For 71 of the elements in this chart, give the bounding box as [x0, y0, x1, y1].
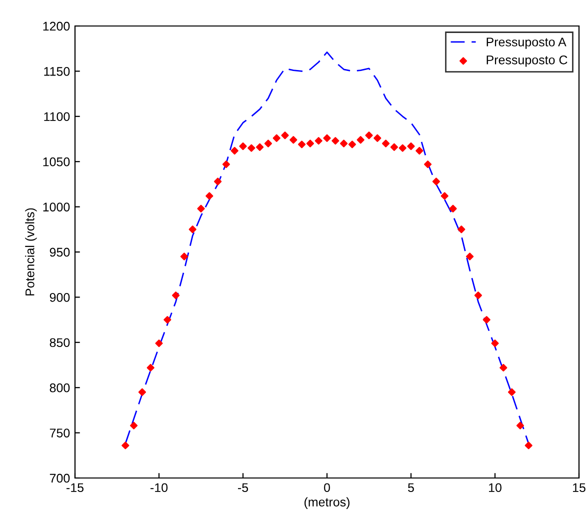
point — [398, 144, 406, 152]
y-tick-label: 750 — [50, 428, 70, 438]
y-axis-title: Potencial (volts) — [25, 208, 37, 296]
point — [214, 178, 222, 186]
point — [256, 143, 264, 151]
point — [206, 192, 214, 200]
point — [172, 292, 180, 300]
point — [164, 316, 172, 324]
y-tick-label: 800 — [50, 383, 70, 392]
point — [248, 144, 256, 152]
point — [424, 160, 432, 168]
y-tick-label: 900 — [50, 293, 70, 302]
point — [500, 364, 508, 372]
point — [416, 146, 424, 155]
point — [466, 252, 474, 260]
point — [516, 422, 524, 430]
point — [180, 252, 188, 260]
point — [239, 142, 247, 150]
point — [382, 140, 390, 148]
point — [440, 192, 448, 200]
point — [491, 340, 499, 348]
y-tick-label: 950 — [50, 248, 70, 257]
point — [458, 226, 466, 234]
point — [306, 140, 314, 148]
y-tick-label: 1200 — [43, 22, 70, 31]
point — [188, 226, 196, 234]
point — [264, 140, 272, 148]
y-tick-label: 1050 — [43, 157, 70, 166]
point — [508, 388, 516, 396]
point — [524, 442, 532, 450]
legend-label: Pressuposto C — [486, 55, 568, 67]
point — [356, 136, 364, 144]
point — [332, 137, 340, 145]
x-tick-label: -10 — [150, 483, 168, 492]
point — [314, 137, 322, 145]
point — [130, 422, 138, 430]
y-tick-label: 1100 — [44, 112, 70, 122]
point — [298, 140, 306, 148]
x-tick-label: -5 — [238, 483, 248, 492]
point — [138, 388, 146, 396]
x-tick-label: 15 — [573, 483, 586, 492]
point — [272, 134, 280, 142]
point — [222, 160, 230, 168]
x-axis-title: (metros) — [304, 497, 350, 509]
x-tick-label: -15 — [66, 483, 84, 492]
y-tick-label: 1000 — [43, 202, 70, 212]
legend-label: Pressuposto A — [486, 38, 566, 49]
point — [230, 146, 238, 155]
point — [482, 316, 490, 324]
point — [122, 442, 130, 450]
y-tick-label: 850 — [50, 338, 70, 348]
x-tick-label: 5 — [408, 483, 414, 492]
point — [323, 134, 331, 142]
point — [449, 204, 457, 212]
point — [432, 178, 440, 186]
x-tick-label: 0 — [324, 483, 330, 492]
point — [390, 143, 398, 151]
point — [197, 204, 205, 212]
point — [374, 134, 382, 142]
x-tick-label: 10 — [489, 483, 502, 492]
point — [407, 142, 415, 150]
point — [348, 140, 356, 148]
y-tick-label: 1150 — [44, 67, 70, 76]
point — [340, 140, 348, 148]
point — [290, 136, 298, 144]
point — [146, 364, 154, 372]
point — [281, 132, 289, 140]
point — [155, 340, 163, 348]
point — [365, 132, 373, 140]
point — [474, 292, 482, 300]
y-tick-label: 700 — [50, 474, 70, 483]
